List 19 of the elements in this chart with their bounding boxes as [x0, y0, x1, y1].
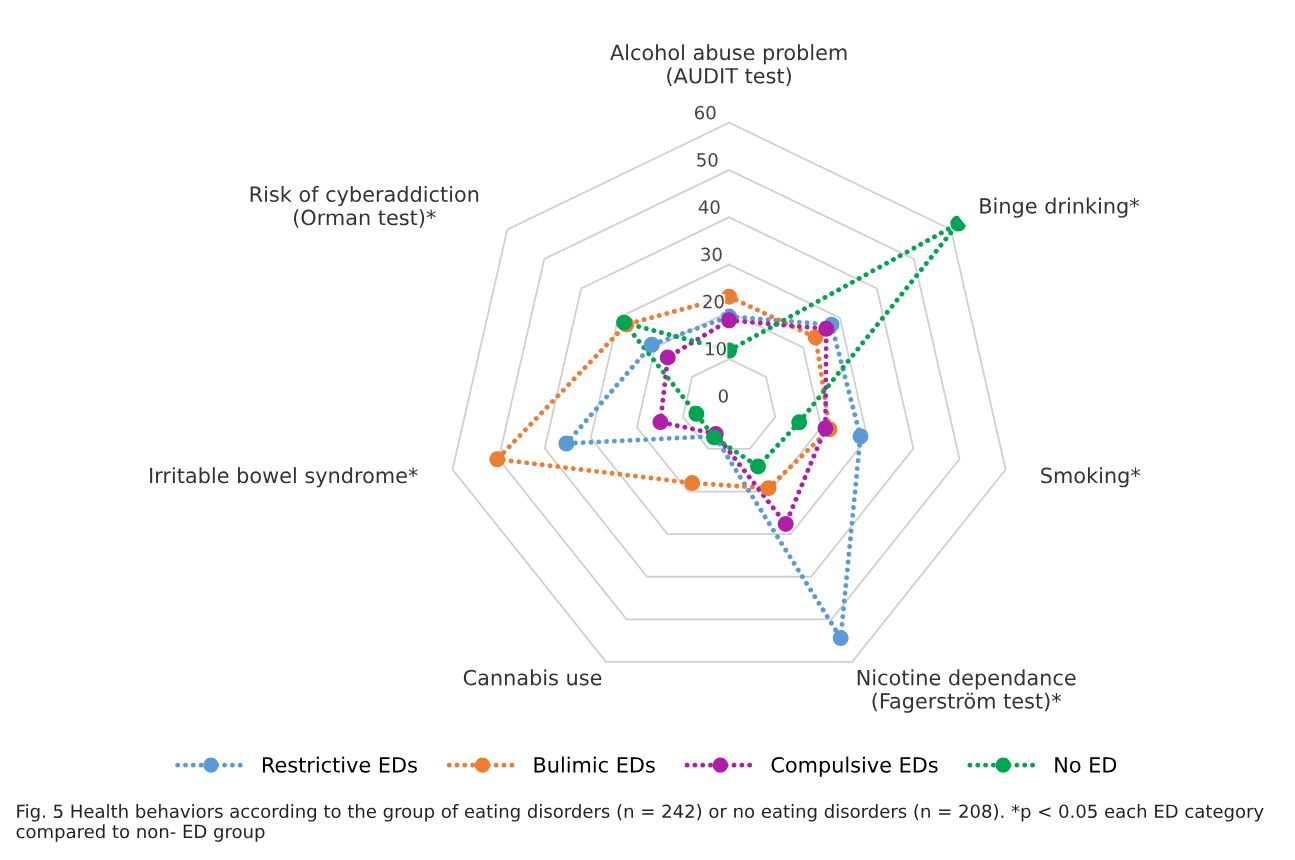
spoke-label: Risk of cyberaddiction (Orman test)*: [250, 185, 479, 228]
legend-label: No ED: [1055, 757, 1117, 773]
legend-label: Restrictive EDs: [262, 756, 417, 773]
y-tick-label: 0: [718, 389, 728, 403]
caption: Fig. 5 Health behaviors according to the group of eating disorders (n = 242) or no eating disorders (n = 208). *p < 0.05 each ED category compared to non- ED group: [16, 804, 1264, 842]
y-tick-label: 10: [706, 341, 726, 356]
spoke-label: Alcohol abuse problem (AUDIT test): [610, 44, 847, 87]
y-tick-label: 20: [703, 294, 724, 309]
spoke-label: Irritable bowel syndrome*: [150, 467, 418, 488]
legend-label: Compulsive EDs: [771, 756, 938, 777]
spoke-label: Nicotine dependance (Fagerström test)*: [857, 669, 1076, 713]
y-tick-label: 60: [695, 105, 716, 120]
y-tick-label: 50: [697, 153, 718, 167]
spoke-label: Smoking*: [1041, 467, 1141, 488]
spoke-label: Cannabis use: [463, 669, 602, 686]
y-tick-label: 30: [701, 247, 722, 262]
y-tick-label: 40: [698, 200, 720, 214]
legend-label: Bulimic EDs: [534, 756, 655, 773]
spoke-label: Binge drinking*: [980, 197, 1140, 218]
